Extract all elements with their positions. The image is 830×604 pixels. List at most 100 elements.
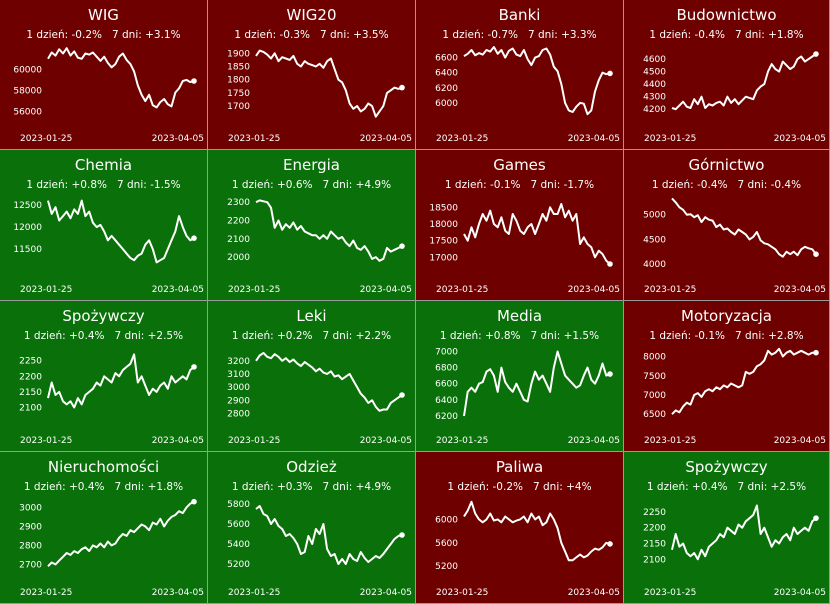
chart-title: Games	[493, 156, 546, 174]
y-tick-label: 18500	[429, 203, 458, 213]
chart-panel: Energia 1 dzień: +0.6% 7 dni: +4.9% 2000 210…	[208, 150, 416, 301]
x-tick-label-end: 2023-04-05	[360, 588, 412, 598]
y-tick-label: 12500	[13, 201, 42, 211]
last-point-marker	[399, 392, 405, 398]
y-tick-label: 2100	[227, 235, 250, 245]
change-1-day: 1 dzień: -0.3%	[234, 29, 310, 41]
y-tick-label: 6400	[435, 69, 458, 79]
chart-title: Nieruchomości	[47, 458, 160, 476]
line-chart: 56000 58000 60000 2023-01-25 2023-04-05	[13, 47, 204, 144]
chart-title: Leki	[296, 307, 327, 325]
chart-title: Spożywczy	[685, 458, 768, 476]
x-tick-label-end: 2023-04-05	[774, 285, 826, 295]
y-tick-label: 6200	[435, 412, 458, 422]
change-7-days: 7 dni: +4.9%	[322, 481, 392, 493]
change-7-days: 7 dni: +1.8%	[114, 481, 184, 493]
change-1-day: 1 dzień: +0.4%	[23, 481, 105, 493]
change-7-days: 7 dni: +2.8%	[734, 330, 804, 342]
y-tick-label: 2150	[19, 388, 42, 398]
series-line	[47, 500, 195, 567]
series-line	[255, 199, 403, 262]
last-point-marker	[607, 371, 613, 377]
chart-panel: Games 1 dzień: -0.1% 7 dni: -1.7% 17000 1750…	[416, 150, 624, 301]
chart-title: Paliwa	[495, 458, 544, 476]
change-1-day: 1 dzień: -0.7%	[442, 29, 518, 41]
y-tick-label: 2250	[19, 357, 42, 367]
chart-panel: Motoryzacja 1 dzień: -0.1% 7 dni: +2.8% 650…	[624, 301, 830, 452]
y-tick-label: 3000	[19, 503, 42, 513]
y-tick-label: 8000	[643, 353, 666, 363]
y-tick-label: 12000	[13, 223, 42, 233]
chart-title: WIG	[88, 6, 119, 24]
y-tick-label: 2100	[19, 404, 42, 414]
y-tick-label: 2100	[643, 555, 666, 565]
x-tick-label-end: 2023-04-05	[774, 588, 826, 598]
change-1-day: 1 dzień: -0.4%	[649, 29, 725, 41]
change-7-days: 7 dni: +3.5%	[319, 29, 389, 41]
x-tick-label-end: 2023-04-05	[568, 588, 620, 598]
y-tick-label: 2200	[227, 217, 250, 227]
y-tick-label: 4600	[643, 55, 666, 65]
change-summary: 1 dzień: +0.4% 7 dni: +2.5%	[0, 330, 207, 342]
last-point-marker	[607, 261, 613, 267]
x-tick-label-end: 2023-04-05	[774, 436, 826, 446]
change-summary: 1 dzień: -0.1% 7 dni: -1.7%	[416, 179, 623, 191]
series-line	[463, 500, 611, 562]
x-tick-label-start: 2023-01-25	[436, 134, 488, 144]
y-tick-label: 2150	[643, 540, 666, 550]
change-7-days: 7 dni: -1.7%	[530, 179, 595, 191]
change-7-days: 7 dni: +2.5%	[737, 481, 807, 493]
x-tick-label-end: 2023-04-05	[152, 134, 204, 144]
y-tick-label: 5400	[227, 540, 250, 550]
change-summary: 1 dzień: +0.4% 7 dni: +2.5%	[624, 481, 829, 493]
change-7-days: 7 dni: +3.3%	[527, 29, 597, 41]
chart-panel: WIG20 1 dzień: -0.3% 7 dni: +3.5% 1700 1750 1…	[208, 0, 416, 150]
last-point-marker	[607, 541, 613, 547]
change-summary: 1 dzień: -0.2% 7 dni: +3.1%	[0, 29, 207, 41]
y-tick-label: 4000	[643, 260, 666, 270]
last-point-marker	[191, 78, 197, 84]
x-tick-label-end: 2023-04-05	[152, 588, 204, 598]
chart-title: Odzież	[286, 458, 337, 476]
line-chart: 2100 2150 2200 2250 2023-01-25 2023-04-05	[19, 353, 204, 446]
y-tick-label: 3200	[227, 357, 250, 367]
change-summary: 1 dzień: +0.6% 7 dni: +4.9%	[208, 179, 415, 191]
y-tick-label: 7000	[643, 391, 666, 401]
series-line	[671, 347, 816, 415]
chart-title: Górnictwo	[688, 156, 765, 174]
x-tick-label-start: 2023-01-25	[644, 134, 696, 144]
change-1-day: 1 dzień: +0.2%	[231, 330, 313, 342]
change-7-days: 7 dni: +4.9%	[322, 179, 392, 191]
y-tick-label: 1850	[227, 62, 250, 72]
series-line	[47, 353, 195, 409]
x-tick-label-start: 2023-01-25	[644, 285, 696, 295]
chart-panel: Banki 1 dzień: -0.7% 7 dni: +3.3% 6000 6200 6…	[416, 0, 624, 150]
line-chart: 5200 5600 6000 2023-01-25 2023-04-05	[435, 500, 620, 598]
y-tick-label: 18000	[429, 220, 458, 230]
line-chart: 6500 7000 7500 8000 2023-01-25 2023-04-05	[643, 347, 826, 446]
chart-title: Budownictwo	[676, 6, 777, 24]
x-tick-label-end: 2023-04-05	[360, 134, 412, 144]
chart-title: Motoryzacja	[681, 307, 772, 325]
chart-panel: Nieruchomości 1 dzień: +0.4% 7 dni: +1.8% 2…	[0, 452, 208, 604]
x-tick-label-end: 2023-04-05	[360, 285, 412, 295]
line-chart: 5200 5400 5600 5800 2023-01-25 2023-04-05	[227, 500, 412, 598]
y-tick-label: 7500	[643, 372, 666, 382]
x-tick-label-start: 2023-01-25	[436, 285, 488, 295]
x-tick-label-start: 2023-01-25	[644, 436, 696, 446]
chart-title: Energia	[283, 156, 340, 174]
y-tick-label: 4500	[643, 68, 666, 78]
x-tick-label-start: 2023-01-25	[20, 436, 72, 446]
line-chart: 6000 6200 6400 6600 2023-01-25 2023-04-05	[435, 46, 620, 144]
change-7-days: 7 dni: +2.5%	[114, 330, 184, 342]
series-line	[255, 351, 403, 412]
last-point-marker	[191, 364, 197, 370]
y-tick-label: 3000	[227, 383, 250, 393]
series-line	[671, 53, 817, 111]
change-7-days: 7 dni: +3.1%	[111, 29, 181, 41]
y-tick-label: 1800	[227, 76, 250, 86]
x-tick-label-end: 2023-04-05	[774, 134, 826, 144]
y-tick-label: 5200	[435, 562, 458, 572]
y-tick-label: 2200	[19, 372, 42, 382]
last-point-marker	[607, 70, 613, 77]
